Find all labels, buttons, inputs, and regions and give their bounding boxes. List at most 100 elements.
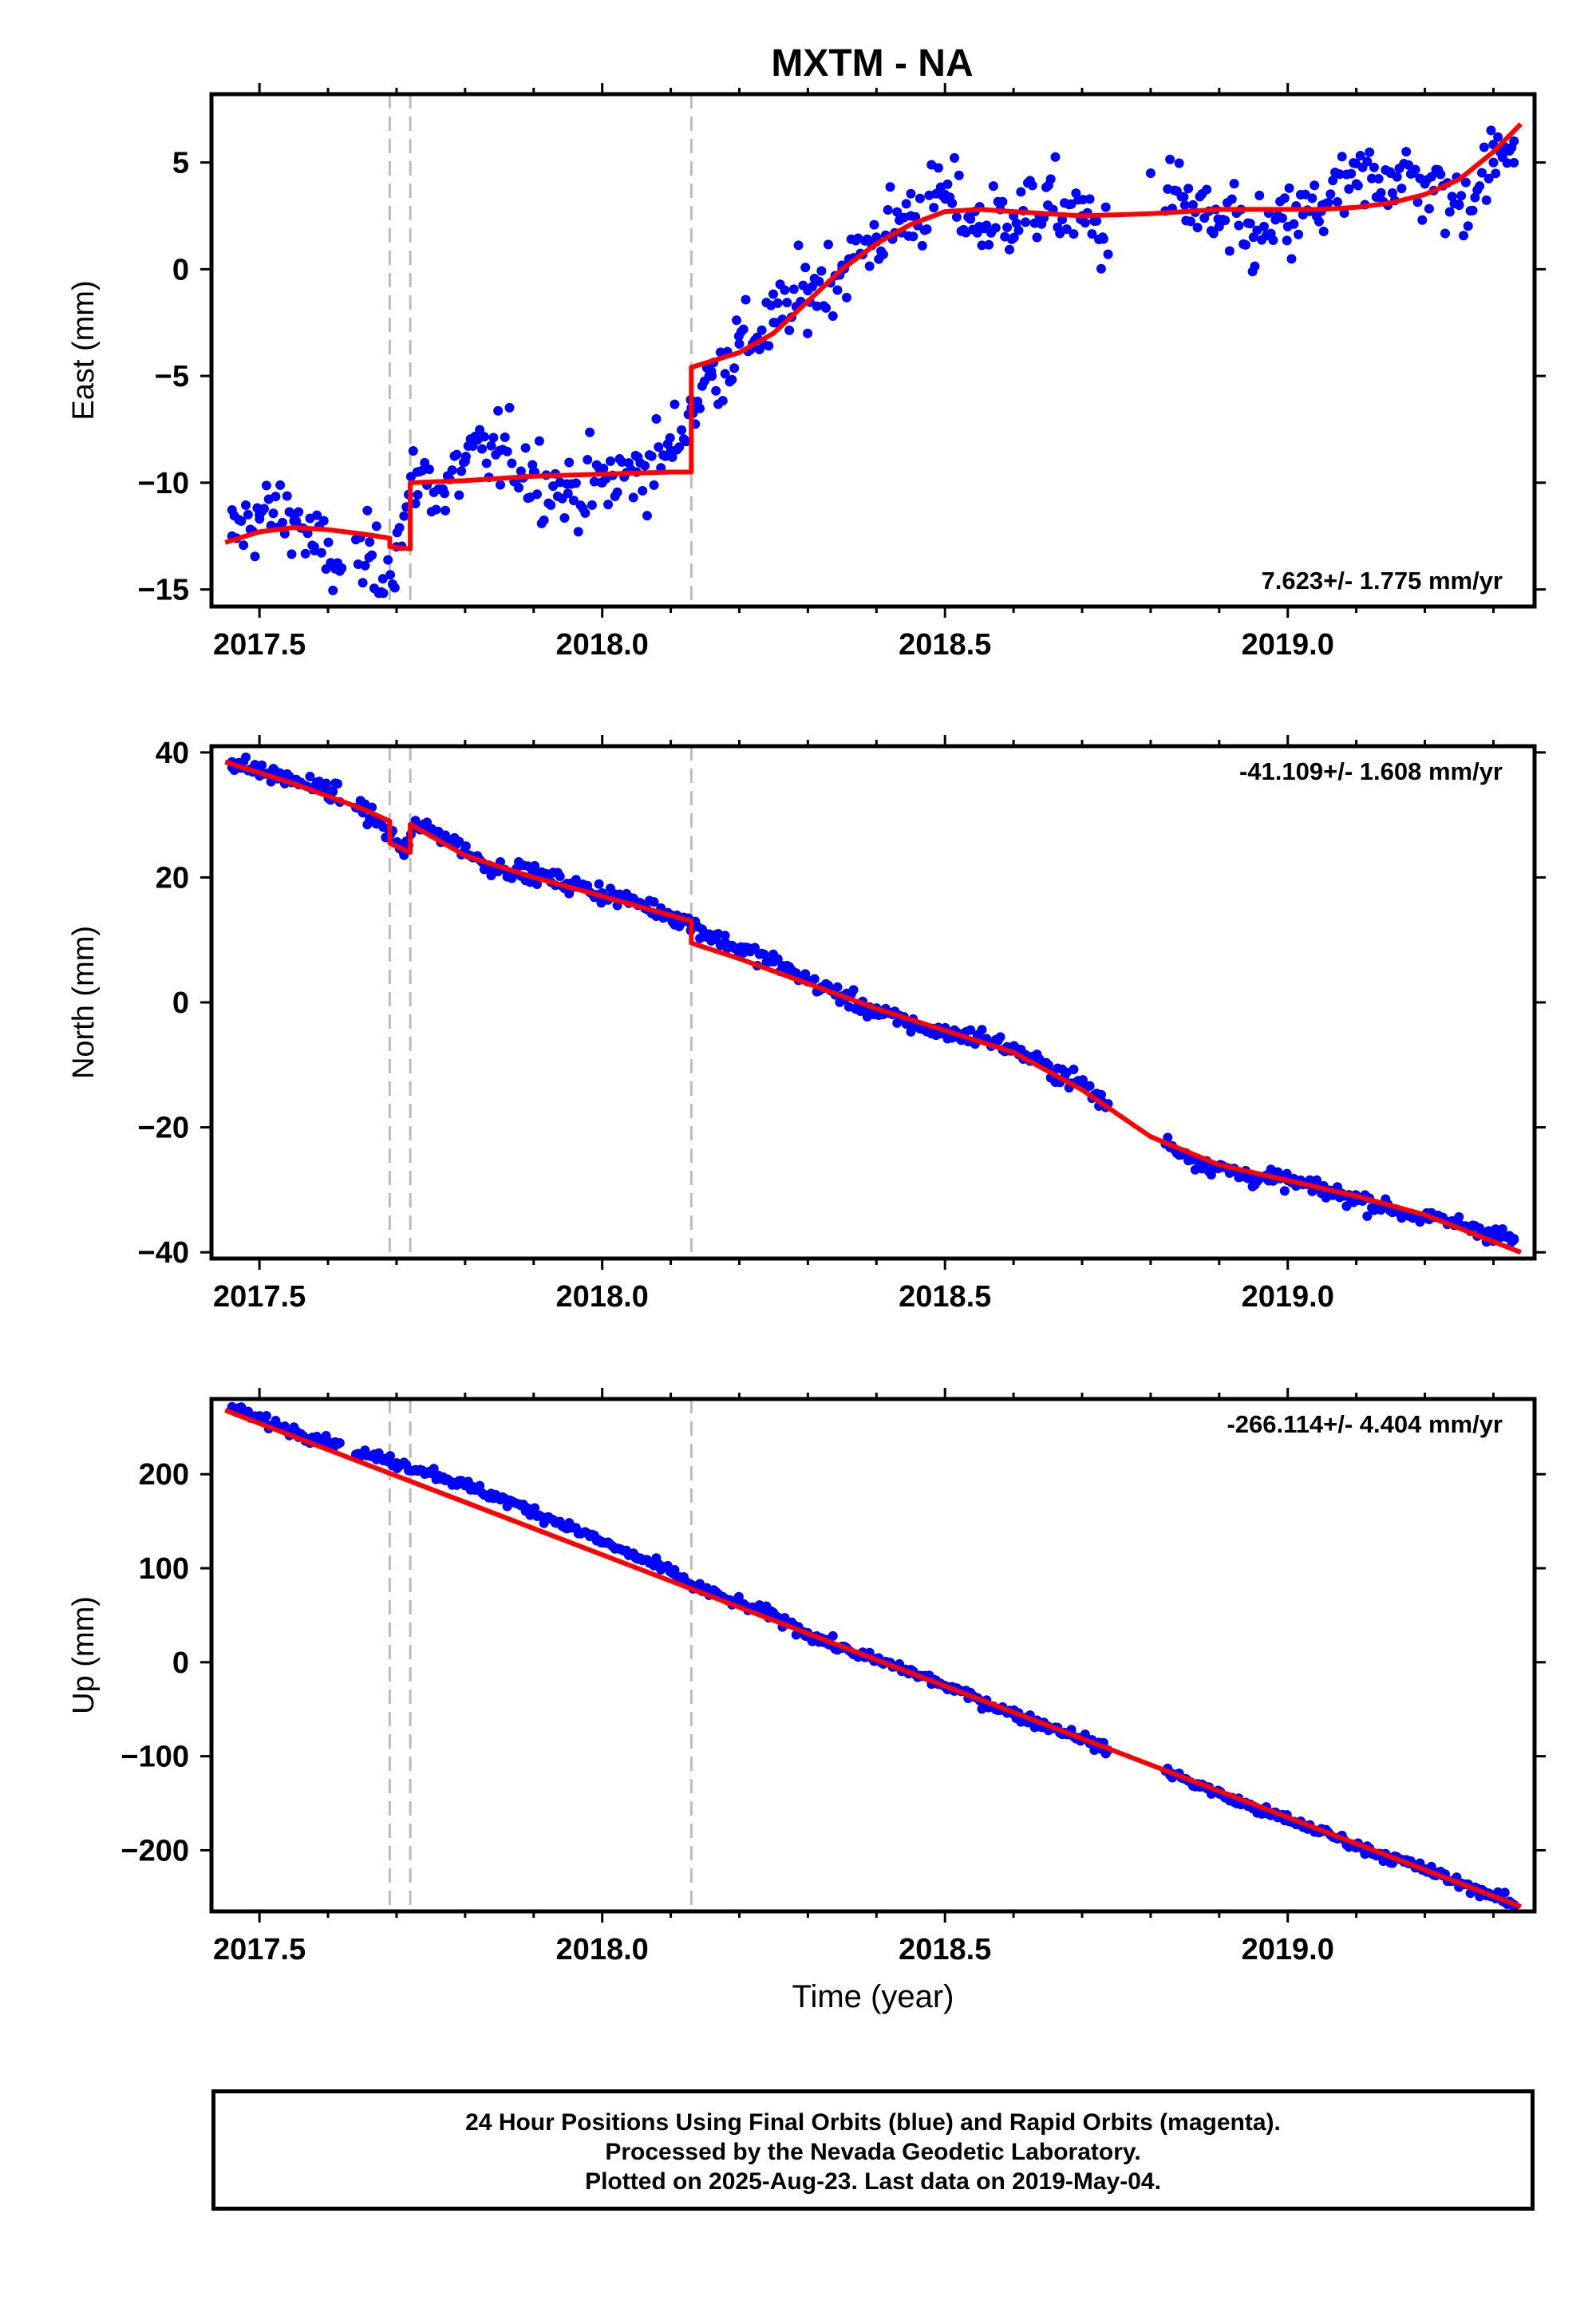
data-point <box>1179 200 1190 211</box>
data-point <box>1367 173 1377 184</box>
data-point <box>440 505 451 516</box>
data-point <box>665 433 675 443</box>
data-point <box>1021 217 1031 227</box>
data-point <box>1220 215 1231 226</box>
data-point <box>1493 132 1503 142</box>
data-point <box>1362 1211 1373 1221</box>
data-point <box>1229 179 1239 189</box>
data-point <box>284 507 294 517</box>
data-point <box>642 511 652 521</box>
data-point <box>594 879 604 889</box>
data-point <box>1284 183 1294 193</box>
data-point <box>1183 184 1194 194</box>
data-point <box>951 211 962 222</box>
data-point <box>261 1410 271 1421</box>
data-point <box>316 547 326 558</box>
data-point <box>507 458 517 468</box>
data-point <box>365 537 375 547</box>
data-point <box>667 452 678 462</box>
data-point <box>438 484 448 494</box>
data-point <box>1279 193 1290 204</box>
data-point <box>1314 216 1324 227</box>
data-point <box>1013 225 1024 235</box>
data-point <box>878 249 888 259</box>
data-point <box>236 516 247 526</box>
data-point <box>1412 197 1423 207</box>
data-point <box>1254 190 1265 200</box>
data-point <box>1279 1186 1290 1196</box>
x-tick-label: 2018.0 <box>556 1280 649 1314</box>
data-point <box>1328 176 1338 186</box>
data-point <box>654 442 664 453</box>
data-point <box>539 515 549 525</box>
data-point <box>334 1438 345 1448</box>
data-point <box>1468 205 1478 215</box>
x-tick-label: 2017.5 <box>213 628 306 662</box>
data-point <box>1224 246 1235 256</box>
data-point <box>239 540 249 551</box>
data-point <box>800 969 811 979</box>
data-point <box>271 492 281 502</box>
data-point <box>377 574 388 584</box>
fit-line <box>224 1408 1522 1909</box>
data-point <box>628 492 638 503</box>
data-point <box>788 284 799 294</box>
x-tick-label: 2018.5 <box>899 628 991 662</box>
data-point <box>899 212 909 223</box>
x-tick-label: 2019.0 <box>1242 1280 1334 1314</box>
data-point <box>531 489 542 500</box>
data-point <box>527 460 538 470</box>
data-point <box>1479 142 1489 152</box>
y-tick-label: −40 <box>138 1236 189 1270</box>
data-point <box>764 341 774 351</box>
panel-1: 2017.5 2018.0 2018.5 2019.0 −15 −10 −5 0 5 East (… <box>67 83 1546 662</box>
data-point <box>1392 172 1402 182</box>
data-point <box>568 496 579 506</box>
data-point <box>410 498 421 508</box>
data-point <box>286 549 297 559</box>
data-point <box>1355 151 1365 161</box>
data-point <box>1187 200 1198 210</box>
data-point <box>1362 156 1373 167</box>
data-point <box>456 466 467 476</box>
data-point <box>1463 221 1473 231</box>
rate-label: 7.623+/- 1.775 mm/yr <box>1262 567 1503 595</box>
data-point <box>947 198 958 208</box>
data-point <box>261 480 271 491</box>
data-point <box>1192 223 1203 233</box>
data-point <box>1163 1132 1173 1143</box>
data-point <box>1483 173 1494 184</box>
data-point <box>757 325 767 335</box>
data-point <box>605 456 615 466</box>
data-point <box>1282 235 1292 246</box>
data-point <box>475 1480 485 1491</box>
data-point <box>1376 188 1386 198</box>
data-point <box>809 974 820 984</box>
data-point <box>305 771 315 781</box>
data-point <box>488 433 499 443</box>
data-point <box>360 560 370 571</box>
data-point <box>706 366 717 377</box>
data-point <box>408 446 418 456</box>
data-point <box>869 219 879 230</box>
data-point <box>793 240 804 251</box>
scatter-points <box>227 752 1519 1247</box>
caption-line-1: 24 Hour Positions Using Final Orbits (bl… <box>465 2109 1281 2136</box>
data-point <box>922 224 932 235</box>
data-point <box>321 778 331 788</box>
data-point <box>452 449 462 460</box>
data-point <box>1066 199 1077 209</box>
data-point <box>715 347 725 358</box>
data-point <box>942 179 953 189</box>
data-point <box>1325 189 1336 200</box>
data-point <box>571 478 581 488</box>
data-point <box>250 551 260 562</box>
caption-box: 24 Hour Positions Using Final Orbits (bl… <box>211 2089 1535 2211</box>
y-tick-label: 5 <box>172 147 189 180</box>
data-point <box>995 1032 1005 1042</box>
data-point <box>1165 154 1175 164</box>
data-point <box>454 836 464 847</box>
data-point <box>312 510 322 520</box>
data-point <box>362 505 373 516</box>
data-point <box>814 276 824 287</box>
